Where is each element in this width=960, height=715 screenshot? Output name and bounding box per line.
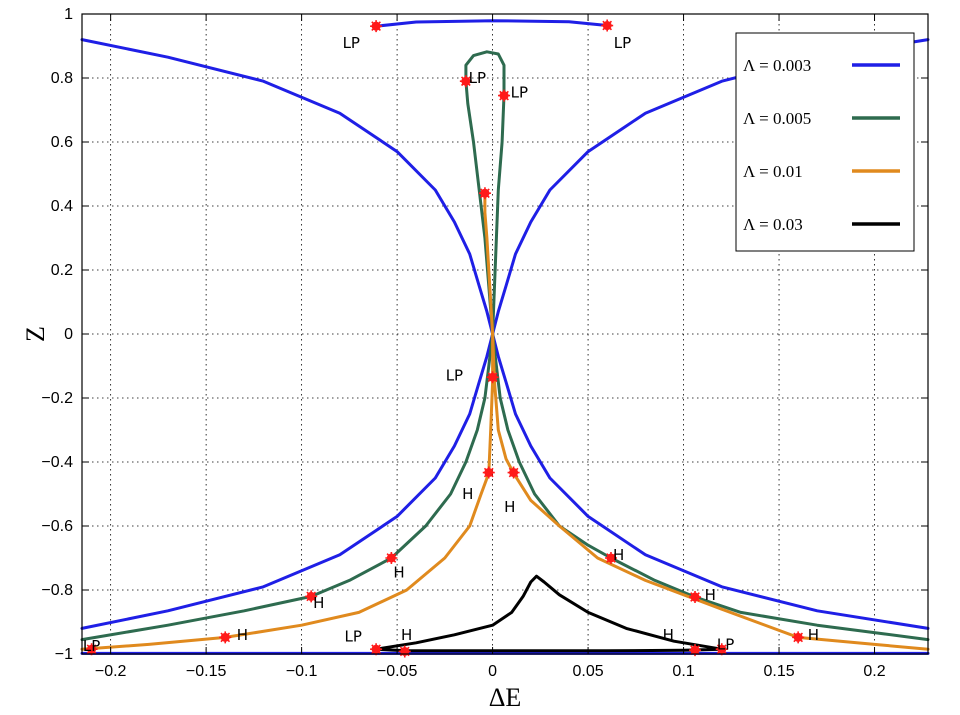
- marker-star: [398, 645, 411, 658]
- point-label: H: [613, 546, 624, 564]
- point-label: H: [393, 563, 404, 581]
- bifurcation-marker: [370, 20, 383, 33]
- marker-star: [689, 591, 702, 604]
- y-tick-label: 0.4: [51, 198, 73, 215]
- marker-star: [604, 552, 617, 564]
- marker-star: [370, 20, 383, 33]
- marker-star: [385, 552, 398, 564]
- marker-star: [689, 644, 702, 657]
- y-tick-label: 0.8: [51, 70, 73, 87]
- legend: Λ = 0.003 Λ = 0.005 Λ = 0.01 Λ = 0.03: [735, 32, 915, 252]
- point-label: LP: [343, 34, 360, 52]
- y-tick-label: 0.2: [51, 262, 73, 279]
- x-tick-label: 0.1: [672, 663, 694, 680]
- marker-star: [370, 643, 383, 656]
- y-axis-label: Z: [21, 326, 50, 342]
- point-label: LP: [469, 69, 486, 87]
- bifurcation-marker: [689, 644, 702, 657]
- point-label: LP: [511, 83, 528, 101]
- bifurcation-marker: [507, 466, 520, 479]
- bifurcation-marker: [398, 645, 411, 658]
- point-label: LP: [83, 637, 100, 655]
- marker-star: [601, 19, 614, 32]
- y-tick-label: −0.2: [41, 390, 73, 407]
- x-tick-label: −0.05: [377, 663, 418, 680]
- x-tick-labels: −0.2 −0.15 −0.1 −0.05 0 0.05 0.1 0.15 0.2: [95, 663, 886, 680]
- legend-entry-label: Λ = 0.003: [743, 56, 811, 75]
- bifurcation-marker: [370, 643, 383, 656]
- point-label: H: [808, 626, 819, 644]
- marker-star: [85, 643, 98, 656]
- marker-star: [482, 466, 495, 479]
- y-tick-label: −0.8: [41, 582, 73, 599]
- x-tick-label: −0.2: [95, 663, 127, 680]
- bifurcation-marker: [305, 590, 318, 603]
- bifurcation-marker: [689, 591, 702, 604]
- bifurcation-marker: [482, 466, 495, 479]
- marker-star: [305, 590, 318, 603]
- y-tick-label: −0.6: [41, 518, 73, 535]
- x-tick-label: 0: [488, 663, 497, 680]
- bifurcation-marker: [715, 643, 728, 656]
- legend-box: [735, 32, 915, 252]
- marker-star: [498, 89, 511, 102]
- x-tick-label: 0.2: [863, 663, 885, 680]
- legend-entry-label: Λ = 0.03: [743, 215, 803, 234]
- x-tick-label: 0.15: [763, 663, 794, 680]
- point-label: LP: [717, 635, 734, 653]
- y-tick-label: 0.6: [51, 134, 73, 151]
- point-label: H: [462, 485, 473, 503]
- marker-star: [486, 371, 499, 384]
- x-axis-label: ΔE: [489, 683, 522, 712]
- marker-star: [478, 187, 491, 200]
- marker-star: [792, 631, 805, 644]
- marker-star: [459, 75, 472, 88]
- x-tick-label: −0.1: [286, 663, 318, 680]
- point-label: H: [401, 626, 412, 644]
- marker-star: [219, 631, 232, 644]
- marker-star: [507, 466, 520, 479]
- bifurcation-marker: [478, 187, 491, 200]
- bifurcation-marker: [601, 19, 614, 32]
- bifurcation-marker: [486, 371, 499, 384]
- series-line-0: [80, 332, 930, 630]
- series-line-3: [374, 574, 724, 653]
- point-label: H: [663, 626, 674, 644]
- bifurcation-marker: [385, 552, 398, 564]
- bifurcation-marker: [498, 89, 511, 102]
- y-tick-label: 1: [64, 6, 73, 23]
- bifurcation-marker: [792, 631, 805, 644]
- point-label: LP: [344, 627, 361, 645]
- x-tick-label: 0.05: [573, 663, 604, 680]
- point-label: H: [705, 586, 716, 604]
- y-tick-label: −0.4: [41, 454, 73, 471]
- series-line-1: [464, 50, 506, 336]
- bifurcation-marker: [604, 552, 617, 564]
- y-tick-labels: −1 −0.8 −0.6 −0.4 −0.2 0 0.2 0.4 0.6 0.8 1: [41, 6, 73, 663]
- legend-entry-label: Λ = 0.005: [743, 109, 811, 128]
- legend-entry-label: Λ = 0.01: [743, 162, 803, 181]
- point-label: H: [313, 594, 324, 612]
- point-label: H: [504, 498, 515, 516]
- point-label: LP: [446, 367, 463, 385]
- marker-star: [715, 643, 728, 656]
- series-line-0: [374, 19, 609, 28]
- tick-marks: [82, 13, 928, 655]
- annotations: LP LP LP LP LP H H H H H H H H LP LP H H LP: [83, 34, 819, 655]
- y-tick-label: −1: [55, 646, 73, 663]
- bifurcation-marker: [85, 643, 98, 656]
- series-line-2: [483, 191, 495, 336]
- bifurcation-marker: [219, 631, 232, 644]
- point-label: H: [237, 626, 248, 644]
- point-label: LP: [614, 34, 631, 52]
- y-tick-label: 0: [64, 326, 73, 343]
- x-tick-label: −0.15: [186, 663, 227, 680]
- data-markers: [85, 19, 805, 658]
- bifurcation-marker: [459, 75, 472, 88]
